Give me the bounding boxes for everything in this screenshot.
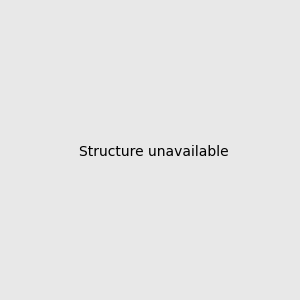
Text: Structure unavailable: Structure unavailable xyxy=(79,145,229,158)
